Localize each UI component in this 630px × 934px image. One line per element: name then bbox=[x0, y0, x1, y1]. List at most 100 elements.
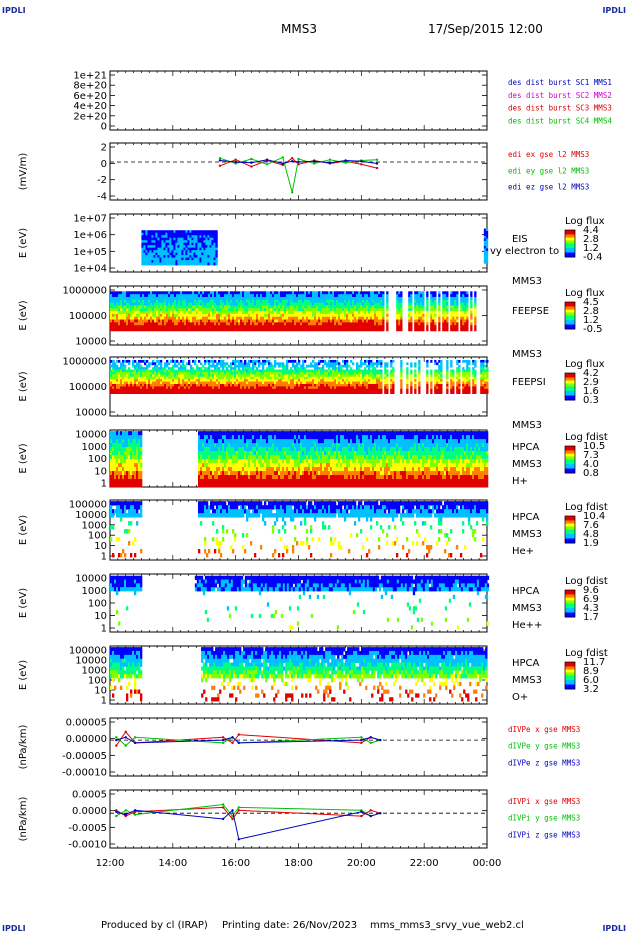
heatmap-cell bbox=[284, 386, 287, 390]
heatmap-cell bbox=[156, 294, 159, 298]
heatmap-cell bbox=[322, 299, 325, 304]
heatmap-cell bbox=[334, 359, 337, 363]
heatmap-cell bbox=[452, 296, 455, 301]
heatmap-cell bbox=[192, 388, 195, 392]
heatmap-cell bbox=[152, 322, 155, 326]
heatmap-cell bbox=[250, 319, 253, 323]
heatmap-cell bbox=[442, 316, 445, 320]
heatmap-cell bbox=[112, 388, 115, 392]
heatmap-cell bbox=[180, 381, 183, 385]
heatmap-cell bbox=[218, 383, 221, 387]
heatmap-cell bbox=[200, 386, 203, 390]
heatmap-cell bbox=[312, 302, 315, 306]
heatmap-cell bbox=[146, 316, 149, 320]
heatmap-cell bbox=[172, 328, 175, 332]
heatmap-cell bbox=[292, 311, 295, 315]
heatmap-cell bbox=[320, 379, 323, 382]
heatmap-cell bbox=[198, 311, 201, 315]
heatmap-cell bbox=[460, 299, 463, 304]
heatmap-cell bbox=[122, 371, 125, 375]
heatmap-cell bbox=[260, 376, 263, 380]
heatmap-cell bbox=[176, 308, 179, 312]
heatmap-cell bbox=[134, 369, 137, 373]
heatmap-cell bbox=[206, 371, 209, 375]
heatmap-cell bbox=[330, 296, 333, 301]
heatmap-cell bbox=[302, 362, 305, 366]
heatmap-cell bbox=[418, 305, 421, 309]
heatmap-cell bbox=[224, 305, 227, 309]
heatmap-cell bbox=[226, 374, 229, 378]
heatmap-cell bbox=[272, 383, 275, 387]
heatmap-cell bbox=[220, 302, 223, 306]
heatmap-cell bbox=[220, 374, 223, 378]
heatmap-cell bbox=[110, 316, 113, 320]
heatmap-cell bbox=[252, 371, 255, 375]
heatmap-cell bbox=[174, 374, 177, 378]
heatmap-cell bbox=[193, 247, 196, 251]
heatmap-cell bbox=[232, 371, 235, 375]
heatmap-cell bbox=[200, 294, 203, 298]
heatmap-cell bbox=[160, 299, 163, 304]
heatmap-cell bbox=[306, 388, 309, 392]
heatmap-cell bbox=[138, 328, 141, 332]
heatmap-cell bbox=[186, 316, 189, 320]
heatmap-cell bbox=[175, 247, 178, 251]
heatmap-cell bbox=[254, 308, 257, 312]
heatmap-cell bbox=[368, 308, 371, 312]
heatmap-cell bbox=[374, 296, 377, 301]
heatmap-cell bbox=[302, 299, 305, 304]
heatmap-cell bbox=[442, 328, 445, 332]
heatmap-cell bbox=[152, 367, 155, 370]
heatmap-cell bbox=[262, 291, 265, 295]
heatmap-cell bbox=[396, 328, 399, 332]
heatmap-cell bbox=[430, 311, 433, 315]
heatmap-cell bbox=[180, 291, 183, 295]
heatmap-cell bbox=[200, 362, 203, 366]
heatmap-cell bbox=[324, 386, 327, 390]
heatmap-cell bbox=[338, 296, 341, 301]
heatmap-cell bbox=[132, 379, 135, 382]
heatmap-cell bbox=[462, 308, 465, 312]
heatmap-cell bbox=[189, 237, 192, 241]
heatmap-cell bbox=[254, 374, 257, 378]
heatmap-cell bbox=[246, 313, 249, 318]
heatmap-cell bbox=[177, 250, 180, 254]
heatmap-cell bbox=[282, 313, 285, 318]
heatmap-cell bbox=[284, 296, 287, 301]
heatmap-cell bbox=[132, 364, 135, 368]
legend-entry: edi ez gse l2 MMS3 bbox=[508, 183, 589, 192]
heatmap-cell bbox=[300, 305, 303, 309]
heatmap-cell bbox=[274, 313, 277, 318]
heatmap-cell bbox=[286, 367, 289, 370]
heatmap-cell bbox=[316, 362, 319, 366]
heatmap-cell bbox=[302, 376, 305, 380]
heatmap-cell bbox=[462, 291, 465, 295]
heatmap-cell bbox=[262, 383, 265, 387]
heatmap-cell bbox=[360, 296, 363, 301]
heatmap-cell bbox=[242, 376, 245, 380]
heatmap-cell bbox=[344, 299, 347, 304]
heatmap-cell bbox=[252, 294, 255, 298]
heatmap-cell bbox=[110, 386, 113, 390]
heatmap-cell bbox=[300, 369, 303, 373]
heatmap-cell bbox=[236, 388, 239, 392]
heatmap-cell bbox=[266, 313, 269, 318]
heatmap-cell bbox=[177, 247, 180, 251]
heatmap-cell bbox=[332, 325, 335, 329]
heatmap-cell bbox=[110, 311, 113, 315]
heatmap-cell bbox=[318, 299, 321, 304]
heatmap-cell bbox=[198, 376, 201, 380]
heatmap-cell bbox=[332, 374, 335, 378]
heatmap-cell bbox=[434, 308, 437, 312]
heatmap-cell bbox=[188, 313, 191, 318]
heatmap-cell bbox=[141, 247, 144, 251]
heatmap-cell bbox=[258, 362, 261, 366]
heatmap-cell bbox=[153, 237, 156, 241]
heatmap-cell bbox=[230, 313, 233, 318]
heatmap-cell bbox=[268, 367, 271, 370]
heatmap-cell bbox=[308, 391, 311, 394]
heatmap-cell bbox=[114, 319, 117, 323]
heatmap-cell bbox=[112, 376, 115, 380]
heatmap-cell bbox=[120, 294, 123, 298]
heatmap-cell bbox=[134, 379, 137, 382]
